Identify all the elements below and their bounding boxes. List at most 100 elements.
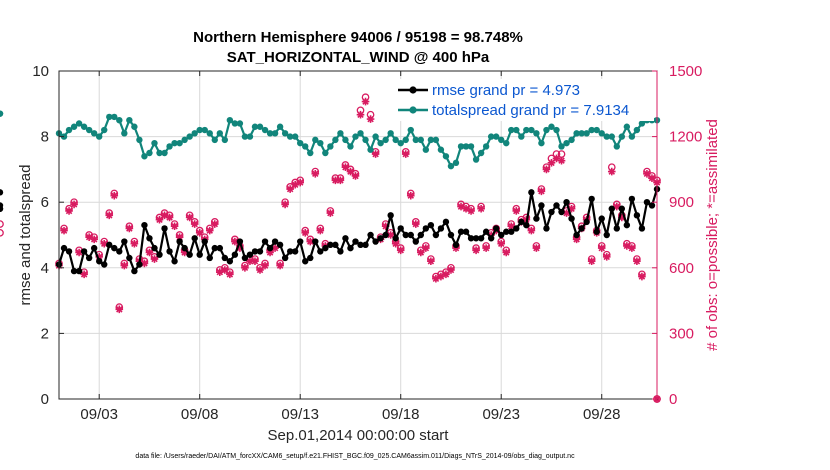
totalspread-point (131, 123, 138, 130)
rmse-point (573, 231, 580, 239)
rmse-point (65, 248, 73, 255)
totalspread-point (472, 156, 480, 163)
plot-area (59, 71, 657, 399)
totalspread-point (291, 133, 299, 140)
totalspread-point (513, 126, 520, 134)
rmse-point (583, 218, 590, 226)
rmse-point (146, 235, 153, 242)
rmse-point (196, 251, 203, 258)
rmse-point (96, 258, 103, 265)
assimilated-obs-point (356, 110, 365, 119)
rmse-point (121, 238, 128, 245)
assimilated-obs-point (386, 231, 395, 239)
rmse-point (0, 189, 4, 196)
assimilated-obs-point (396, 246, 405, 255)
rmse-point (538, 202, 545, 209)
assimilated-obs-point (316, 226, 325, 235)
rmse-point (291, 248, 299, 255)
totalspread-point (618, 133, 626, 140)
totalspread-point (302, 143, 309, 150)
y-right-tick-label: 1200 (669, 129, 702, 146)
assimilated-obs-point (512, 207, 521, 215)
assimilated-obs-point (301, 229, 310, 237)
rmse-point (75, 267, 83, 275)
assimilated-obs-point (427, 257, 435, 266)
assimilated-obs-point (296, 178, 305, 187)
rmse-point (442, 218, 450, 226)
assimilated-obs-point (90, 235, 98, 244)
rmse-point (302, 258, 309, 265)
x-axis-label: Sep.01,2014 00:00:00 start (268, 427, 450, 444)
assimilated-obs-point (547, 159, 556, 167)
rmse-point (633, 212, 641, 219)
rmse-point (362, 241, 369, 249)
rmse-point (256, 248, 264, 255)
rmse-point (116, 248, 123, 255)
rmse-point (276, 241, 284, 249)
assimilated-obs-point (406, 191, 415, 200)
assimilated-obs-point (170, 222, 179, 231)
totalspread-point (573, 130, 580, 137)
rmse-point (452, 241, 460, 249)
rmse-point (101, 261, 108, 268)
assimilated-obs-point (216, 268, 224, 276)
assimilated-obs-point (110, 191, 119, 200)
totalspread-point (377, 139, 384, 147)
assimilated-obs-point (160, 211, 169, 220)
totalspread-point (633, 126, 641, 134)
assimilated-obs-point (502, 248, 511, 257)
rmse-point (70, 267, 78, 275)
assimilated-obs-point (155, 215, 164, 224)
rmse-point (397, 225, 404, 232)
totalspread-point (186, 133, 193, 140)
assimilated-obs-point (266, 248, 274, 257)
totalspread-point (256, 123, 264, 130)
rmse-point (588, 195, 595, 203)
totalspread-point (432, 136, 440, 144)
totalspread-point (402, 136, 409, 144)
totalspread-point (85, 126, 93, 134)
rmse-point (558, 208, 565, 216)
x-tick-label: 09/08 (181, 406, 219, 423)
totalspread-point (216, 130, 224, 137)
totalspread-point (90, 130, 98, 137)
rmse-point (201, 238, 208, 245)
rmse-point (447, 231, 455, 239)
totalspread-point (286, 133, 294, 140)
totalspread-point (251, 123, 259, 130)
rmse-point (412, 238, 419, 245)
assimilated-obs-point (85, 233, 93, 241)
totalspread-point (492, 133, 500, 140)
rmse-point (85, 254, 93, 262)
totalspread-point (246, 133, 254, 140)
totalspread-point (141, 153, 148, 160)
rmse-point (251, 248, 259, 255)
assimilated-obs-point (195, 229, 204, 237)
rmse-point (422, 225, 430, 232)
rmse-point (322, 244, 329, 252)
totalspread-point (372, 133, 379, 140)
rmse-point (286, 248, 294, 255)
rmse-point (402, 231, 409, 239)
rmse-point (332, 241, 339, 249)
assimilated-obs-point (251, 257, 259, 266)
totalspread-point (447, 162, 455, 170)
rmse-point (487, 235, 495, 242)
totalspread-point (126, 117, 133, 124)
rmse-point (327, 241, 334, 249)
assimilated-obs-point (572, 235, 581, 244)
rmse-point (553, 202, 560, 209)
assimilated-obs-point (65, 207, 73, 215)
assimilated-obs-point (286, 185, 294, 193)
totalspread-point (176, 139, 183, 147)
rmse-point (503, 228, 510, 235)
x-tick-label: 09/28 (583, 406, 621, 423)
rmse-point (337, 248, 344, 255)
assimilated-obs-point (648, 174, 656, 182)
assimilated-obs-point (472, 246, 480, 255)
assimilated-obs-point (381, 222, 390, 231)
totalspread-point (623, 123, 631, 130)
assimilated-obs-point (326, 209, 335, 217)
totalspread-point (387, 130, 394, 137)
rmse-point (236, 238, 244, 245)
